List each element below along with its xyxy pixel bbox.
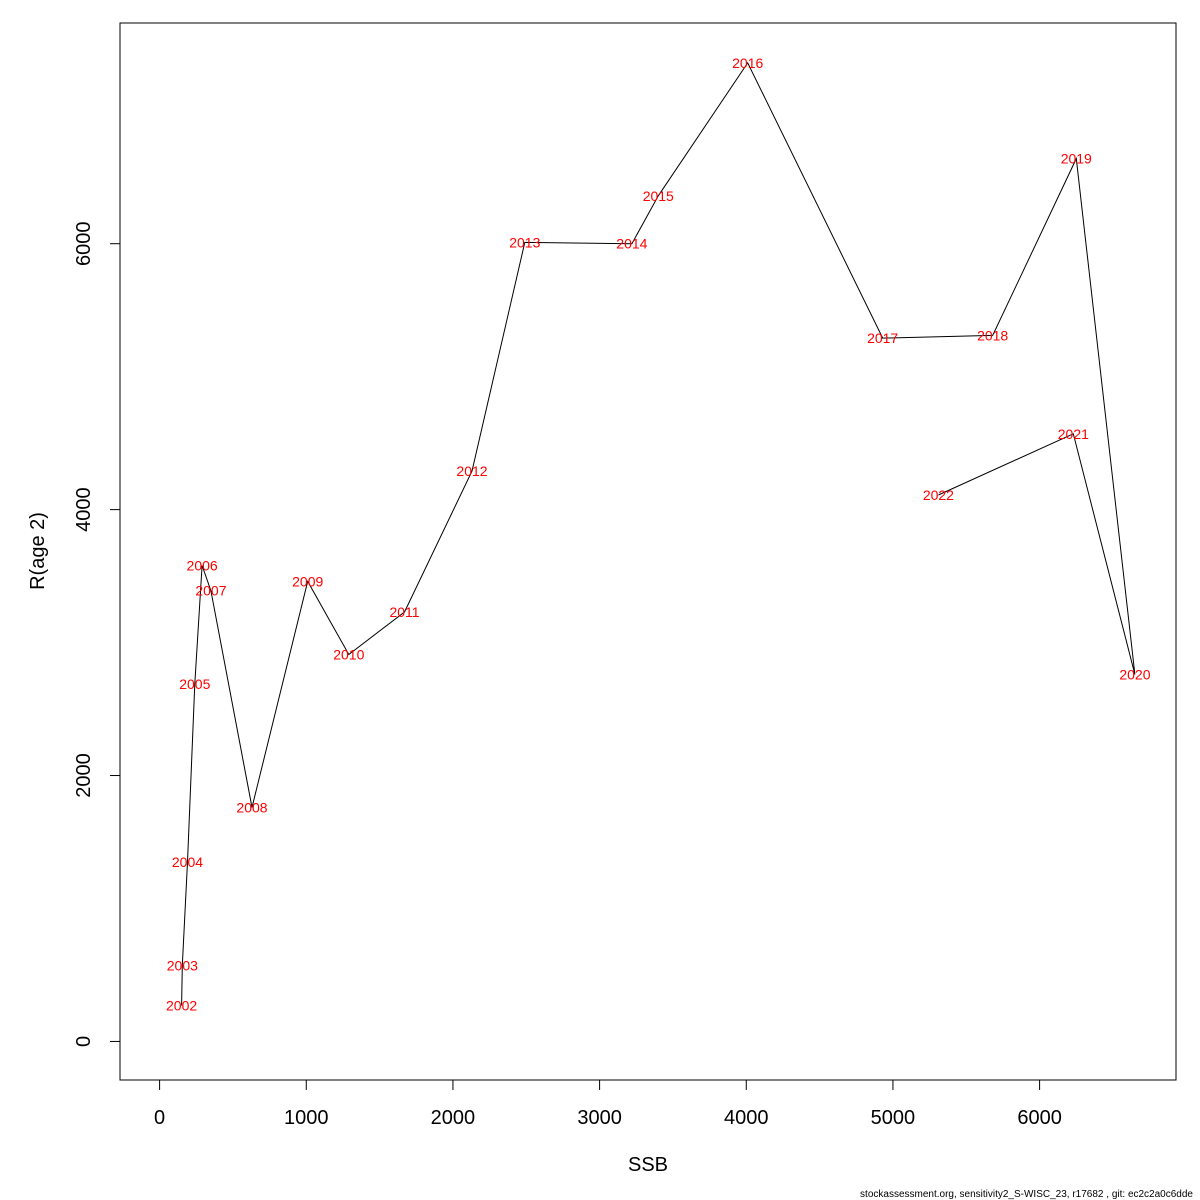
point-label-2006: 2006 — [187, 557, 218, 573]
point-label-2012: 2012 — [456, 463, 487, 479]
ssb-recruitment-line — [181, 61, 1136, 1006]
x-tick-label: 4000 — [724, 1107, 769, 1129]
footer-note: stockassessment.org, sensitivity2_S-WISC… — [860, 1189, 1193, 1200]
y-tick-label: 2000 — [73, 753, 95, 798]
year-labels: 2002 2003 2004 2005 2006 2007 2008 2009 2010 2011… — [166, 55, 1151, 1014]
point-label-2021: 2021 — [1058, 426, 1089, 442]
point-label-2004: 2004 — [172, 854, 203, 870]
point-label-2020: 2020 — [1119, 666, 1150, 682]
point-label-2008: 2008 — [236, 799, 267, 815]
point-label-2003: 2003 — [167, 958, 198, 974]
y-axis: 0 2000 4000 6000 — [73, 221, 121, 1047]
x-tick-label: 1000 — [284, 1107, 329, 1129]
point-label-2007: 2007 — [195, 583, 226, 599]
point-label-2009: 2009 — [292, 573, 323, 589]
y-axis-title: R(age 2) — [27, 512, 49, 590]
point-label-2015: 2015 — [643, 188, 674, 204]
point-label-2010: 2010 — [333, 647, 364, 663]
plot-frame — [119, 22, 1177, 1081]
point-label-2013: 2013 — [509, 234, 540, 250]
x-tick-label: 6000 — [1017, 1107, 1062, 1129]
x-tick-label: 2000 — [431, 1107, 476, 1129]
point-label-2018: 2018 — [977, 327, 1008, 343]
x-tick-label: 5000 — [871, 1107, 916, 1129]
point-label-2016: 2016 — [732, 55, 763, 71]
y-tick-label: 0 — [73, 1036, 95, 1047]
y-tick-label: 6000 — [73, 221, 95, 265]
point-label-2005: 2005 — [179, 676, 210, 692]
point-label-2019: 2019 — [1061, 151, 1092, 167]
point-label-2002: 2002 — [166, 998, 197, 1014]
point-label-2014: 2014 — [616, 236, 647, 252]
y-tick-label: 4000 — [73, 487, 95, 532]
point-label-2017: 2017 — [867, 330, 898, 346]
x-axis-title: SSB — [628, 1154, 668, 1176]
x-tick-label: 0 — [154, 1107, 165, 1129]
point-label-2011: 2011 — [389, 604, 419, 620]
x-axis: 0 1000 2000 3000 4000 5000 6000 — [154, 1079, 1062, 1129]
x-tick-label: 3000 — [577, 1107, 622, 1129]
point-label-2022: 2022 — [923, 487, 954, 503]
